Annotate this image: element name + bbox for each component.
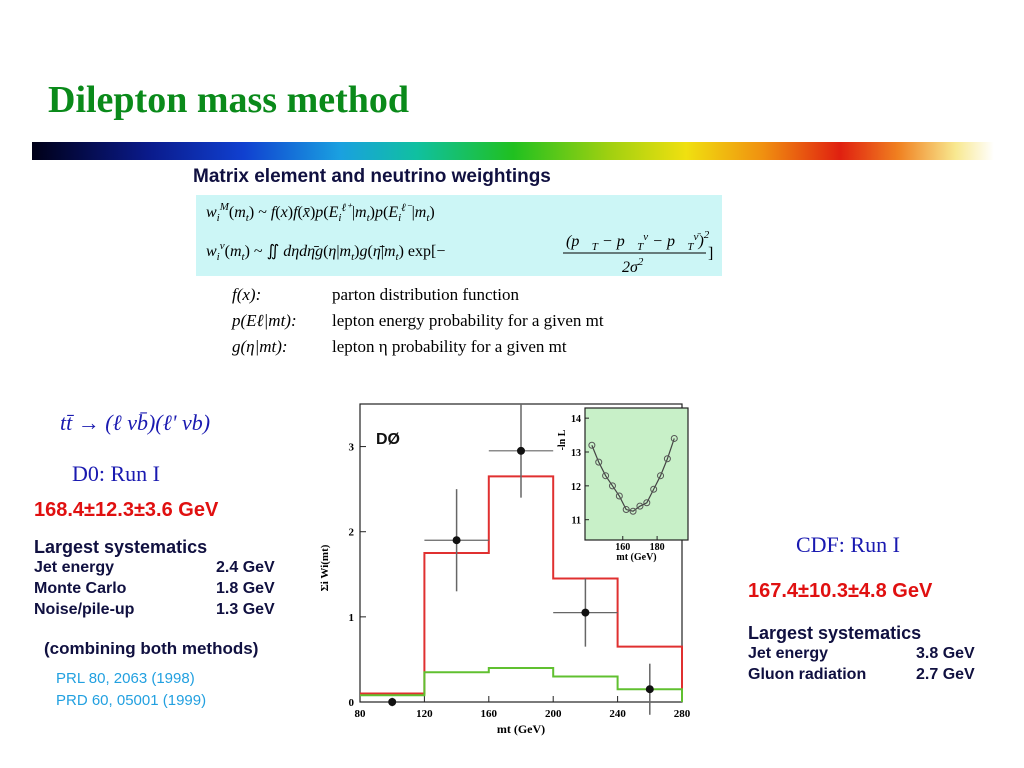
matrix-heading: Matrix element and neutrino weightings xyxy=(193,166,551,187)
inset-point xyxy=(643,499,651,507)
d0-systematics: Largest systematics Jet energy 2.4 GeV Mo… xyxy=(34,537,275,622)
cdf-run-label: CDF: Run I xyxy=(796,532,900,557)
svg-text:tt̄ → (ℓ νb̄)(ℓ' νb): tt̄ → (ℓ νb̄)(ℓ' νb) xyxy=(60,410,210,435)
definition-row: g(η|mt): lepton η probability for a given… xyxy=(232,337,567,356)
cdf-systematics: Largest systematics Jet energy 3.8 GeV Gl… xyxy=(748,623,975,687)
svg-text:2σ2: 2σ2 xyxy=(622,256,644,276)
inset-point xyxy=(595,458,603,466)
reference-prl: PRL 80, 2063 (1998) xyxy=(56,670,195,687)
x-tick-label: 280 xyxy=(674,708,691,720)
data-point xyxy=(452,536,461,545)
y-tick-label: 3 xyxy=(349,442,355,454)
data-point xyxy=(388,698,397,706)
x-tick-label: 120 xyxy=(416,708,433,720)
inset-point xyxy=(663,455,671,463)
y-tick-label: 2 xyxy=(349,527,355,539)
inset-x-label: mt (GeV) xyxy=(616,552,656,563)
reference-prd: PRD 60, 05001 (1999) xyxy=(56,692,207,709)
cdf-systematics-heading: Largest systematics xyxy=(748,623,922,643)
inset-point xyxy=(602,472,610,480)
inset-point xyxy=(636,502,644,510)
cdf-mass-value: 167.4±10.3±4.8 GeV xyxy=(748,580,933,602)
inset-point xyxy=(629,507,637,515)
inset-y-tick-label: 13 xyxy=(571,448,581,459)
inset-y-label: -ln L xyxy=(557,429,568,450)
d0-run-label: D0: Run I xyxy=(72,461,160,486)
svg-text:wiν(mt) ~ ∬ dηdη̄g(η|mt)g(η̄|m: wiν(mt) ~ ∬ dηdη̄g(η|mt)g(η̄|mt) exp[− xyxy=(206,240,445,263)
definition-row: p(Eℓ|mt): lepton energy probability for a… xyxy=(232,311,604,330)
data-point xyxy=(645,685,654,694)
systematic-row: Jet energy 3.8 GeV xyxy=(748,645,975,662)
inset-frame xyxy=(584,407,689,541)
inset-x-tick-label: 160 xyxy=(615,542,630,553)
weighting-formulas: wiM(mt) ~ f(x)f(x̄)p(Eiℓ⁺|mt)p(Eiℓ⁻|mt) … xyxy=(206,201,713,276)
inset-point xyxy=(650,485,658,493)
decay-formula: tt̄ → (ℓ νb̄)(ℓ' νb) xyxy=(60,410,210,435)
inset-y-tick-label: 11 xyxy=(572,516,581,527)
histogram-line xyxy=(360,475,683,702)
inset-point xyxy=(608,482,616,490)
formula-box: wiM(mt) ~ f(x)f(x̄)p(Eiℓ⁺|mt)p(Eiℓ⁻|mt) … xyxy=(196,195,722,276)
inset-x-tick-label: 180 xyxy=(650,542,665,553)
systematic-row: Noise/pile-up 1.3 GeV xyxy=(34,601,275,618)
inset-point xyxy=(588,441,596,449)
inset-y-tick-label: 14 xyxy=(571,414,581,425)
experiment-label: DØ xyxy=(376,431,400,448)
inset-fit-curve xyxy=(591,438,675,512)
x-axis-label: mt (GeV) xyxy=(497,722,545,736)
systematic-row: Monte Carlo 1.8 GeV xyxy=(34,580,275,597)
inset-y-tick-label: 12 xyxy=(571,482,581,493)
x-tick-label: 80 xyxy=(355,708,367,720)
systematic-row: Jet energy 2.4 GeV xyxy=(34,559,275,576)
y-axis-label: Σi Wi(mt) xyxy=(319,544,331,591)
inset-point xyxy=(615,492,623,500)
x-tick-label: 240 xyxy=(609,708,626,720)
inset-point xyxy=(670,434,678,442)
histogram-line xyxy=(360,666,683,702)
rainbow-divider xyxy=(32,142,994,160)
page-title: Dilepton mass method xyxy=(48,79,410,121)
inset-point xyxy=(657,472,665,480)
combine-note: (combining both methods) xyxy=(44,639,259,658)
data-point xyxy=(517,446,525,455)
definition-row: f(x): parton distribution function xyxy=(232,285,519,304)
y-tick-label: 0 xyxy=(349,697,355,709)
systematic-row: Gluon radiation 2.7 GeV xyxy=(748,666,975,683)
data-point xyxy=(581,608,590,617)
svg-text:(p⃗T − p⃗Tν − p⃗Tν̄)2: (p⃗T − p⃗Tν − p⃗Tν̄)2 xyxy=(566,229,710,253)
d0-systematics-heading: Largest systematics xyxy=(34,537,208,557)
y-tick-label: 1 xyxy=(349,612,355,624)
svg-text:wiM(mt) ~ f(x)f(x̄)p(Eiℓ⁺|mt)p: wiM(mt) ~ f(x)f(x̄)p(Eiℓ⁺|mt)p(Eiℓ⁻|mt) xyxy=(206,201,435,224)
definitions-list: f(x): parton distribution function p(Eℓ|m… xyxy=(232,285,604,363)
svg-text:]: ] xyxy=(708,245,713,262)
inset-point xyxy=(622,506,630,514)
d0-mass-value: 168.4±12.3±3.6 GeV xyxy=(34,499,219,521)
x-tick-label: 200 xyxy=(545,708,562,720)
x-tick-label: 160 xyxy=(481,708,498,720)
